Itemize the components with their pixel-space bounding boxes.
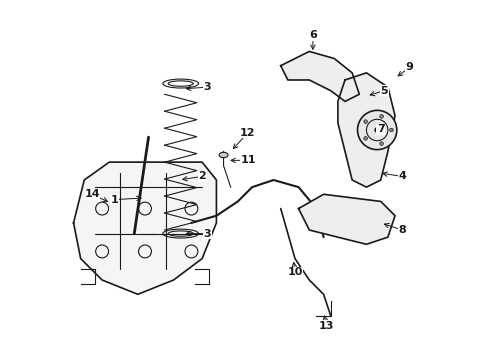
Text: 4: 4 bbox=[398, 171, 406, 181]
Polygon shape bbox=[281, 51, 359, 102]
Circle shape bbox=[358, 111, 397, 150]
Text: 8: 8 bbox=[398, 225, 406, 235]
Polygon shape bbox=[298, 194, 395, 244]
Text: 13: 13 bbox=[319, 321, 334, 331]
Circle shape bbox=[374, 127, 380, 133]
Polygon shape bbox=[74, 162, 217, 294]
Text: 2: 2 bbox=[198, 171, 206, 181]
Text: 11: 11 bbox=[241, 156, 256, 165]
Text: 1: 1 bbox=[111, 195, 119, 204]
Text: 10: 10 bbox=[287, 267, 303, 277]
Circle shape bbox=[364, 136, 368, 140]
Text: 7: 7 bbox=[377, 124, 385, 134]
Text: 3: 3 bbox=[204, 229, 211, 239]
Polygon shape bbox=[338, 73, 395, 187]
Ellipse shape bbox=[219, 152, 228, 158]
Circle shape bbox=[390, 128, 393, 132]
Text: 14: 14 bbox=[84, 189, 100, 199]
Circle shape bbox=[380, 114, 383, 118]
Text: 12: 12 bbox=[240, 128, 256, 138]
Text: 3: 3 bbox=[204, 82, 211, 92]
Text: 6: 6 bbox=[309, 30, 317, 40]
Circle shape bbox=[380, 142, 383, 145]
Circle shape bbox=[364, 120, 368, 123]
Text: 5: 5 bbox=[381, 86, 388, 96]
Text: 9: 9 bbox=[405, 63, 413, 72]
